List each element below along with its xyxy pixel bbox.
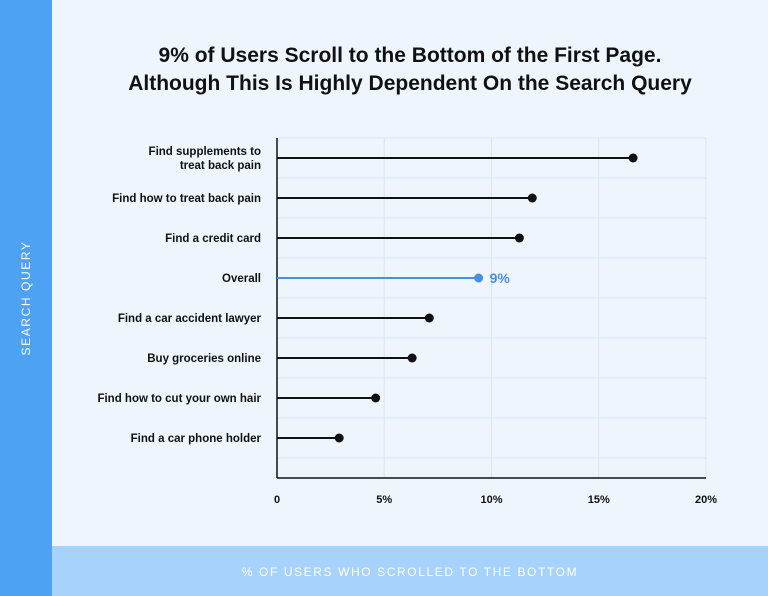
lollipop-dot	[527, 193, 537, 203]
x-axis-title-bar: % OF USERS WHO SCROLLED TO THE BOTTOM	[52, 546, 768, 596]
chart-title: 9% of Users Scroll to the Bottom of the …	[52, 42, 768, 98]
category-label: Find a car accident lawyer	[118, 313, 262, 325]
highlight-data-label: 9%	[490, 270, 511, 286]
chart-title-line-2: Although This Is Highly Dependent On the…	[128, 72, 692, 95]
category-label: Find how to treat back pain	[112, 193, 261, 205]
y-axis-title: SEARCH QUERY	[19, 240, 33, 356]
lollipop-dot	[424, 313, 434, 323]
x-tick-label: 10%	[480, 494, 502, 506]
chart-panel	[52, 0, 768, 546]
y-axis-title-bar: SEARCH QUERY	[0, 0, 52, 596]
category-label: Find supplements to	[149, 146, 261, 158]
x-tick-label: 20%	[695, 494, 717, 506]
chart-title-line-1: 9% of Users Scroll to the Bottom of the …	[158, 44, 662, 67]
x-tick-label: 0	[274, 494, 280, 506]
lollipop-dot	[334, 433, 344, 443]
lollipop-dot	[628, 153, 638, 163]
category-label: Buy groceries online	[147, 353, 261, 365]
lollipop-dot	[474, 273, 484, 283]
lollipop-dot	[371, 393, 381, 403]
x-tick-label: 5%	[376, 494, 392, 506]
x-axis-title: % OF USERS WHO SCROLLED TO THE BOTTOM	[241, 565, 579, 579]
lollipop-dot	[514, 233, 524, 243]
category-label: treat back pain	[180, 160, 261, 172]
x-tick-label: 15%	[588, 494, 610, 506]
category-label: Find how to cut your own hair	[97, 393, 261, 405]
category-label: Find a credit card	[165, 233, 261, 245]
category-label: Find a car phone holder	[131, 433, 262, 445]
lollipop-dot	[407, 353, 417, 363]
category-label: Overall	[222, 273, 261, 285]
